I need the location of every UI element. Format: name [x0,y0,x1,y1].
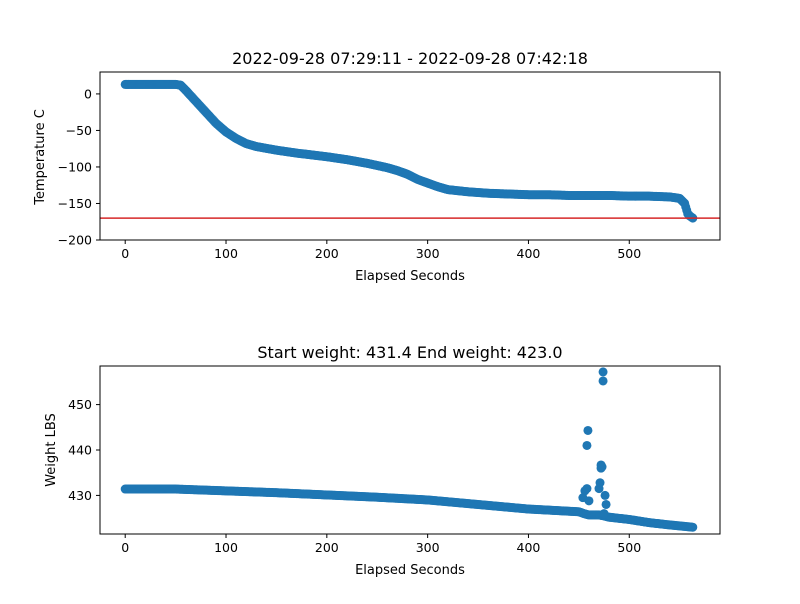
temperature-x-tick-label: 0 [121,246,129,261]
weight-y-tick-label: 450 [68,397,92,412]
weight-data-point [582,484,592,494]
weight-x-axis-label: Elapsed Seconds [355,563,465,578]
temperature-y-axis-label: Temperature C [33,109,48,206]
weight-points [120,367,698,532]
temperature-points [120,79,698,223]
weight-data-point [597,462,607,472]
weight-data-point [584,496,594,506]
temperature-x-tick-label: 400 [517,246,541,261]
weight-data-point [599,509,609,519]
weight-panel: Start weight: 431.4 End weight: 423.0 El… [44,343,721,578]
temperature-x-tick-label: 100 [214,246,238,261]
weight-y-axis-label: Weight LBS [44,413,59,487]
temperature-y-tick-label: −100 [58,159,92,174]
temperature-axes-frame [99,71,721,241]
weight-data-point [598,367,608,377]
weight-data-point [600,490,610,500]
weight-data-point [601,499,611,509]
weight-x-tick-label: 100 [214,540,238,555]
weight-x-tick-label: 400 [517,540,541,555]
weight-x-tick-label: 500 [617,540,641,555]
temperature-x-tick-label: 500 [617,246,641,261]
temperature-y-tick-label: −200 [58,233,92,248]
weight-data-point [598,376,608,386]
weight-y-tick-label: 440 [68,443,92,458]
weight-data-point [583,425,593,435]
temperature-y-tick-label: −150 [58,196,92,211]
temperature-x-tick-label: 200 [315,246,339,261]
temperature-panel: 2022-09-28 07:29:11 - 2022-09-28 07:42:1… [33,49,721,284]
weight-data-point [595,478,605,488]
temperature-chart-title: 2022-09-28 07:29:11 - 2022-09-28 07:42:1… [232,49,588,68]
weight-x-tick-label: 200 [315,540,339,555]
weight-data-point [582,440,592,450]
weight-x-tick-label: 0 [121,540,129,555]
temperature-x-tick-label: 300 [416,246,440,261]
weight-x-tick-label: 300 [416,540,440,555]
weight-data-point [688,522,698,532]
weight-chart-title: Start weight: 431.4 End weight: 423.0 [257,343,562,362]
temperature-y-tick-label: 0 [84,86,92,101]
temperature-y-tick-label: −50 [66,123,92,138]
weight-y-tick-label: 430 [68,488,92,503]
temperature-x-axis-label: Elapsed Seconds [355,269,465,284]
